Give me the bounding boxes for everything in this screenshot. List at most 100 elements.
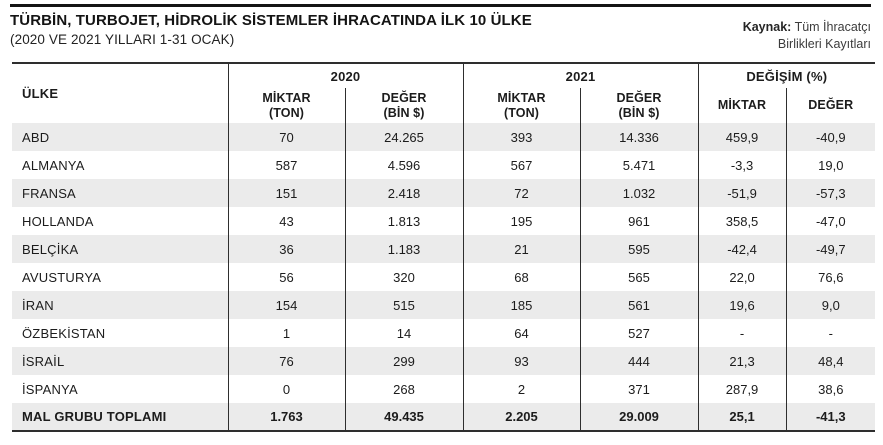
source-label: Kaynak: <box>742 20 792 34</box>
cell-2021-miktar: 185 <box>463 291 581 319</box>
col-group-change: DEĞİŞİM (%) <box>746 68 828 84</box>
cell-change-deger: -49,7 <box>815 241 846 257</box>
cell-change-deger: 19,0 <box>818 157 844 173</box>
cell-2021-deger: 961 <box>580 207 699 235</box>
cell-2021-miktar: 93 <box>463 347 581 375</box>
cell-2020-miktar: 1.763 <box>228 403 346 431</box>
cell-change-deger: 76,6 <box>818 269 844 285</box>
cell-2020-deger: 49.435 <box>345 403 464 431</box>
cell-country: İRAN <box>12 291 229 319</box>
cell-2020-deger: 1.183 <box>345 235 464 263</box>
table-row: ABD 70 24.265 393 14.336 459,9 -40,9 <box>12 123 876 151</box>
col-group-2020: 2020 <box>228 63 464 88</box>
cell-change-deger: 9,0 <box>821 297 840 313</box>
cell-2021-deger: 527 <box>580 319 699 347</box>
col-header-2021-deger: DEĞER (BİN $) <box>580 88 699 123</box>
cell-2020-deger: 515 <box>345 291 464 319</box>
table-row: İSPANYA 0 268 2 371 287,9 38,6 <box>12 375 875 403</box>
cell-2020-miktar: 43 <box>228 207 346 235</box>
cell-country: HOLLANDA <box>12 207 229 235</box>
cell-change-deger: -41,3 <box>815 409 846 424</box>
cell-2021-miktar: 72 <box>463 179 581 207</box>
cell-change-miktar: - <box>698 319 787 347</box>
cell-2020-miktar: 0 <box>228 375 346 403</box>
cell-2020-miktar: 70 <box>228 123 346 151</box>
col-header-2020-deger: DEĞER (BİN $) <box>345 88 464 123</box>
col-header-2020-miktar: MİKTAR (TON) <box>228 88 346 123</box>
cell-2021-deger: 561 <box>580 291 699 319</box>
cell-2020-miktar: 587 <box>228 151 346 179</box>
cell-change-miktar: -42,4 <box>698 235 787 263</box>
cell-change-miktar: 358,5 <box>698 207 787 235</box>
cell-2021-deger: 14.336 <box>580 123 699 151</box>
cell-change-miktar: 22,0 <box>698 263 787 291</box>
cell-change-deger: 38,6 <box>818 381 844 397</box>
top-rule-divider <box>10 4 871 7</box>
cell-2021-miktar: 567 <box>463 151 581 179</box>
cell-change-miktar: 21,3 <box>698 347 787 375</box>
cell-country: ABD <box>12 123 229 151</box>
cell-change-miktar: 287,9 <box>698 375 787 403</box>
table-row: HOLLANDA 43 1.813 195 961 358,5 -47,0 <box>12 207 875 235</box>
cell-2021-deger: 1.032 <box>580 179 699 207</box>
page-title: TÜRBİN, TURBOJET, HİDROLİK SİSTEMLER İHR… <box>10 12 532 29</box>
cell-2020-deger: 268 <box>345 375 464 403</box>
col-header-change-deger: DEĞER <box>808 98 854 113</box>
col-header-2021-miktar: MİKTAR (TON) <box>463 88 581 123</box>
cell-2021-miktar: 64 <box>463 319 581 347</box>
cell-country: ÖZBEKİSTAN <box>12 319 229 347</box>
cell-2021-deger: 595 <box>580 235 699 263</box>
table-row: ALMANYA 587 4.596 567 5.471 -3,3 19,0 <box>12 151 875 179</box>
cell-change-miktar: -3,3 <box>698 151 787 179</box>
cell-country: ALMANYA <box>12 151 229 179</box>
cell-2021-miktar: 2.205 <box>463 403 581 431</box>
cell-2021-miktar: 2 <box>463 375 581 403</box>
cell-2021-deger: 565 <box>580 263 699 291</box>
cell-change-deger: -47,0 <box>815 213 846 229</box>
table-row: AVUSTURYA 56 320 68 565 22,0 76,6 <box>12 263 875 291</box>
cell-country: MAL GRUBU TOPLAMI <box>12 403 229 431</box>
cell-2020-miktar: 36 <box>228 235 346 263</box>
cell-change-deger: - <box>828 325 833 341</box>
cell-change-miktar: 459,9 <box>698 123 787 151</box>
source-line2: Birlikleri Kayıtları <box>777 36 871 51</box>
cell-country: İSPANYA <box>12 375 229 403</box>
cell-2021-miktar: 195 <box>463 207 581 235</box>
cell-2020-miktar: 76 <box>228 347 346 375</box>
table-body: ABD 70 24.265 393 14.336 459,9 -40,9 ALM… <box>12 123 876 431</box>
col-header-change-miktar: MİKTAR <box>698 88 787 123</box>
cell-2020-deger: 2.418 <box>345 179 464 207</box>
cell-2020-miktar: 151 <box>228 179 346 207</box>
table-row: İRAN 154 515 185 561 19,6 9,0 <box>12 291 876 319</box>
cell-country: FRANSA <box>12 179 229 207</box>
cell-2020-deger: 299 <box>345 347 464 375</box>
cell-2020-miktar: 154 <box>228 291 346 319</box>
cell-2020-deger: 14 <box>345 319 464 347</box>
table-row: İSRAİL 76 299 93 444 21,3 48,4 <box>12 347 876 375</box>
table-row-total: MAL GRUBU TOPLAMI 1.763 49.435 2.205 29.… <box>12 403 876 431</box>
cell-change-deger: -40,9 <box>815 129 846 145</box>
cell-change-deger: 48,4 <box>818 353 844 369</box>
cell-2020-miktar: 1 <box>228 319 346 347</box>
cell-2021-miktar: 21 <box>463 235 581 263</box>
cell-2021-deger: 371 <box>580 375 699 403</box>
cell-2020-deger: 4.596 <box>345 151 464 179</box>
cell-country: AVUSTURYA <box>12 263 229 291</box>
cell-change-miktar: 19,6 <box>698 291 787 319</box>
table-header: ÜLKE 2020 2021 DEĞİŞİM (%) MİKTAR (TON) D… <box>12 63 875 123</box>
export-data-table: ÜLKE 2020 2021 DEĞİŞİM (%) MİKTAR (TON) D… <box>12 62 876 432</box>
cell-change-miktar: -51,9 <box>698 179 787 207</box>
source-line1: Tüm İhracatçı <box>794 20 871 34</box>
cell-2020-miktar: 56 <box>228 263 346 291</box>
col-header-country: ÜLKE <box>12 63 229 123</box>
cell-2020-deger: 320 <box>345 263 464 291</box>
cell-2020-deger: 24.265 <box>345 123 464 151</box>
table-row: ÖZBEKİSTAN 1 14 64 527 - - <box>12 319 875 347</box>
col-group-2021: 2021 <box>463 63 699 88</box>
source-note: Kaynak: Tüm İhracatçı Birlikleri Kayıtla… <box>743 19 871 53</box>
cell-2021-deger: 5.471 <box>580 151 699 179</box>
table-row: BELÇİKA 36 1.183 21 595 -42,4 -49,7 <box>12 235 876 263</box>
page-subtitle: (2020 VE 2021 YILLARI 1-31 OCAK) <box>10 32 235 47</box>
cell-2021-deger: 444 <box>580 347 699 375</box>
cell-2021-miktar: 393 <box>463 123 581 151</box>
